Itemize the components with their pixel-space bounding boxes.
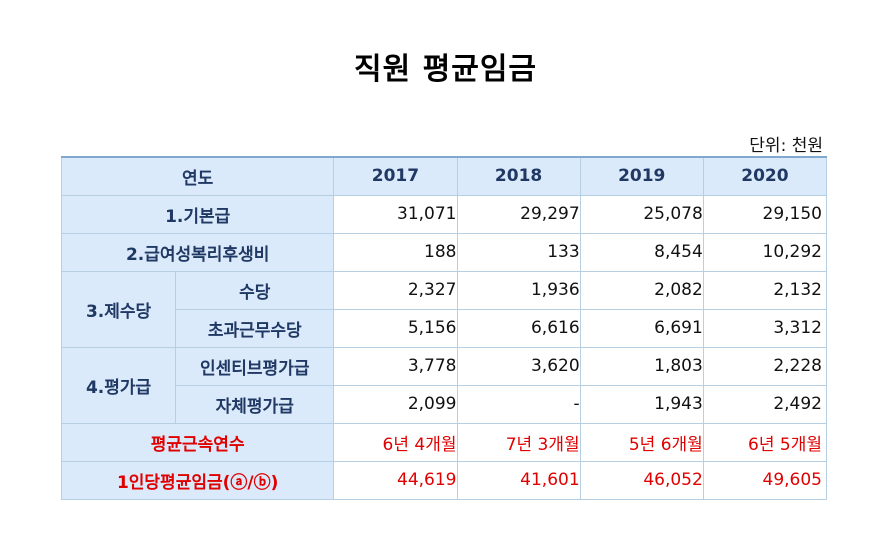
cell-value: 6년 5개월 (702, 422, 828, 462)
cell-value: 44,619 (333, 460, 458, 500)
row-label-sub: 초과근무수당 (175, 308, 335, 348)
cell-value: 133 (456, 232, 581, 272)
cell-value: 3,312 (702, 308, 828, 348)
cell-value: 46,052 (579, 460, 704, 500)
table-row: 4.평가급 인센티브평가급 3,778 3,620 1,803 2,228 (60, 346, 828, 424)
cell-value: 29,297 (456, 194, 581, 234)
row-label-sub: 자체평가급 (175, 384, 335, 424)
row-label-basic: 1.기본급 (60, 194, 335, 234)
cell-value: 31,071 (333, 194, 458, 234)
cell-value: 2,132 (702, 270, 828, 310)
cell-value: 6,616 (456, 308, 581, 348)
cell-value: 1,803 (579, 346, 704, 386)
cell-value: 1,943 (579, 384, 704, 424)
cell-value: 188 (333, 232, 458, 272)
cell-value: 2,099 (333, 384, 458, 424)
page-title: 직원 평균임금 (353, 52, 538, 87)
header-year: 2018 (456, 156, 581, 196)
row-label-per-person: 1인당평균임금(ⓐ/ⓑ) (60, 460, 335, 500)
cell-value: 2,228 (702, 346, 828, 386)
table-row: 2.급여성복리후생비 188 133 8,454 10,292 (60, 232, 828, 272)
cell-value: 29,150 (702, 194, 828, 234)
cell-value: 8,454 (579, 232, 704, 272)
table-row: 자체평가급 2,099 - 1,943 2,492 (62, 384, 828, 424)
cell-value: 2,082 (579, 270, 704, 310)
cell-value: 3,620 (456, 346, 581, 386)
unit-label: 단위: 천원 (749, 136, 823, 156)
cell-value: 10,292 (702, 232, 828, 272)
cell-value: 5,156 (333, 308, 458, 348)
cell-value: 5년 6개월 (579, 422, 704, 462)
salary-table: 연도 2017 2018 2019 2020 1.기본급 31,071 29,2… (60, 156, 828, 500)
cell-value: 2,492 (702, 384, 828, 424)
cell-value: 6년 4개월 (333, 422, 458, 462)
cell-value: 3,778 (333, 346, 458, 386)
table-row: 1인당평균임금(ⓐ/ⓑ) 44,619 41,601 46,052 49,605 (60, 460, 828, 500)
table-header-row: 연도 2017 2018 2019 2020 (60, 156, 828, 196)
header-year: 2020 (702, 156, 828, 196)
row-label-sub: 수당 (175, 270, 335, 310)
cell-value: 6,691 (579, 308, 704, 348)
table-row: 평균근속연수 6년 4개월 7년 3개월 5년 6개월 6년 5개월 (60, 422, 828, 462)
table-row: 3.제수당 수당 2,327 1,936 2,082 2,132 (60, 270, 828, 348)
cell-value: 41,601 (456, 460, 581, 500)
header-year: 2017 (333, 156, 458, 196)
header-year: 2019 (579, 156, 704, 196)
cell-value: 7년 3개월 (456, 422, 581, 462)
row-label-sub: 인센티브평가급 (175, 346, 335, 386)
row-label-tenure: 평균근속연수 (60, 422, 335, 462)
cell-value: 25,078 (579, 194, 704, 234)
cell-value: 49,605 (702, 460, 828, 500)
cell-value: - (456, 384, 581, 424)
header-year-label: 연도 (60, 156, 335, 196)
cell-value: 2,327 (333, 270, 458, 310)
row-group-label-allowance: 3.제수당 (60, 270, 177, 348)
row-label-welfare: 2.급여성복리후생비 (60, 232, 335, 272)
cell-value: 1,936 (456, 270, 581, 310)
table-row: 1.기본급 31,071 29,297 25,078 29,150 (60, 194, 828, 234)
table-row: 초과근무수당 5,156 6,616 6,691 3,312 (62, 308, 828, 348)
row-group-label-evaluation: 4.평가급 (60, 346, 177, 424)
